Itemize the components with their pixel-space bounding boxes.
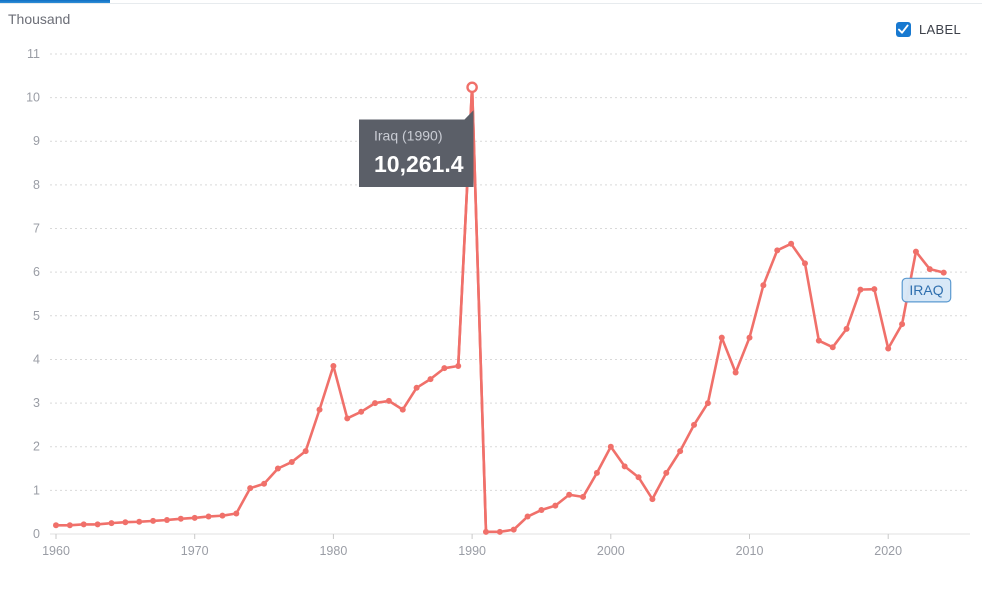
svg-text:9: 9 bbox=[33, 134, 40, 148]
svg-text:2000: 2000 bbox=[597, 544, 625, 558]
svg-text:2020: 2020 bbox=[874, 544, 902, 558]
svg-text:7: 7 bbox=[33, 222, 40, 236]
svg-text:1970: 1970 bbox=[181, 544, 209, 558]
svg-text:3: 3 bbox=[33, 396, 40, 410]
svg-text:10,261.4: 10,261.4 bbox=[374, 151, 464, 177]
svg-text:Iraq (1990): Iraq (1990) bbox=[374, 128, 442, 144]
svg-text:1960: 1960 bbox=[42, 544, 70, 558]
svg-text:2010: 2010 bbox=[736, 544, 764, 558]
svg-text:5: 5 bbox=[33, 309, 40, 323]
svg-text:2: 2 bbox=[33, 440, 40, 454]
svg-text:0: 0 bbox=[33, 527, 40, 541]
svg-text:11: 11 bbox=[27, 47, 40, 61]
svg-text:1990: 1990 bbox=[458, 544, 486, 558]
svg-text:1980: 1980 bbox=[319, 544, 347, 558]
svg-text:10: 10 bbox=[26, 91, 40, 105]
svg-text:6: 6 bbox=[33, 265, 40, 279]
svg-text:4: 4 bbox=[33, 352, 40, 366]
svg-text:IRAQ: IRAQ bbox=[909, 282, 943, 298]
svg-text:8: 8 bbox=[33, 178, 40, 192]
svg-text:1: 1 bbox=[33, 483, 40, 497]
